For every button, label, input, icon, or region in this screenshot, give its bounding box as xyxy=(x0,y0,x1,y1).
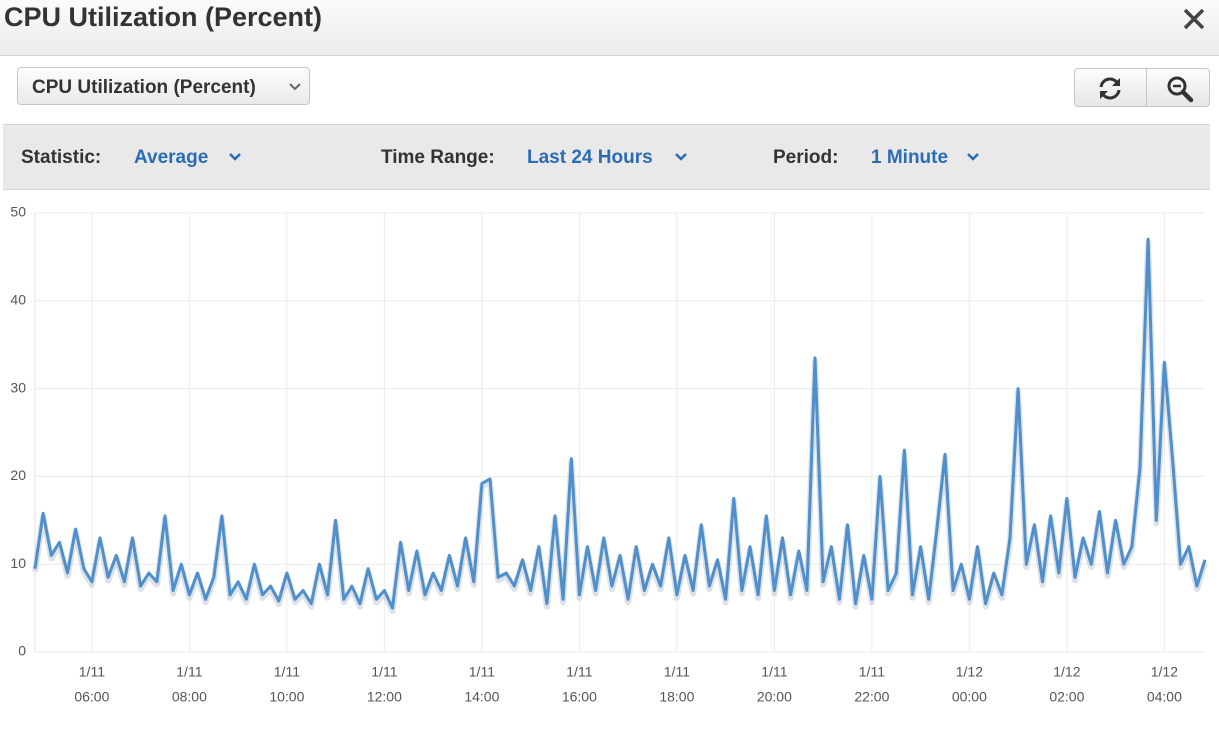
refresh-button[interactable] xyxy=(1095,75,1125,101)
x-tick-time: 14:00 xyxy=(464,689,499,705)
x-tick-time: 16:00 xyxy=(562,689,597,705)
toolbar-buttons xyxy=(1074,68,1210,107)
control-label: Statistic: xyxy=(21,147,102,168)
control-value: Last 24 Hours xyxy=(527,147,653,168)
y-tick-label: 0 xyxy=(18,643,26,659)
chevron xyxy=(675,153,687,161)
zoom-button[interactable] xyxy=(1166,75,1196,103)
x-tick-date: 1/12 xyxy=(1151,664,1178,680)
chevron xyxy=(229,153,241,161)
dialog-title: CPU Utilization (Percent) xyxy=(4,2,323,32)
metric-value: CPU Utilization (Percent) xyxy=(32,77,256,98)
control-value: 1 Minute xyxy=(871,147,949,168)
close-button[interactable] xyxy=(1181,6,1207,32)
title-bar: CPU Utilization (Percent) xyxy=(0,0,1219,56)
x-tick-time: 20:00 xyxy=(757,689,792,705)
y-tick-label: 50 xyxy=(10,204,26,220)
metric-dropdown[interactable]: CPU Utilization (Percent) xyxy=(17,67,310,105)
x-tick-date: 1/11 xyxy=(664,664,690,680)
chevron xyxy=(967,153,979,161)
series-line xyxy=(33,237,1207,610)
y-tick-label: 30 xyxy=(10,379,26,395)
y-tick-label: 10 xyxy=(10,555,26,571)
x-tick-time: 04:00 xyxy=(1147,689,1182,705)
statistic-control[interactable]: Statistic: Average xyxy=(21,147,241,169)
x-tick-date: 1/11 xyxy=(274,664,300,680)
x-tick-time: 12:00 xyxy=(367,689,402,705)
control-value: Average xyxy=(134,147,209,168)
control-bar: Statistic: Average Time Range: Last 24 H… xyxy=(3,124,1210,190)
x-tick-date: 1/11 xyxy=(566,664,592,680)
chart: 0 10 20 30 40 50 1/11 06:00 1/11 08:00 1/11 10:00 1/… xyxy=(10,204,1208,705)
x-tick-date: 1/11 xyxy=(176,664,202,680)
control-label: Period: xyxy=(773,147,839,168)
x-tick-date: 1/11 xyxy=(79,664,105,680)
x-tick-date: 1/11 xyxy=(859,664,885,680)
x-tick-date: 1/12 xyxy=(956,664,983,680)
x-tick-time: 00:00 xyxy=(952,689,987,705)
button-separator xyxy=(1146,69,1147,106)
x-tick-time: 02:00 xyxy=(1049,689,1084,705)
dropdown-arrow xyxy=(289,83,301,91)
x-tick-time: 10:00 xyxy=(269,689,304,705)
x-tick-time: 08:00 xyxy=(172,689,207,705)
y-tick-label: 40 xyxy=(10,292,26,308)
y-tick-label: 20 xyxy=(10,467,26,483)
x-tick-date: 1/12 xyxy=(1053,664,1080,680)
x-tick-date: 1/11 xyxy=(371,664,397,680)
x-tick-date: 1/11 xyxy=(469,664,495,680)
x-tick-time: 06:00 xyxy=(74,689,109,705)
control-label: Time Range: xyxy=(381,147,495,168)
x-tick-time: 22:00 xyxy=(854,689,889,705)
period-control[interactable]: Period: 1 Minute xyxy=(773,147,979,169)
x-tick-time: 18:00 xyxy=(659,689,694,705)
time-range-control[interactable]: Time Range: Last 24 Hours xyxy=(381,147,687,169)
x-tick-date: 1/11 xyxy=(761,664,787,680)
